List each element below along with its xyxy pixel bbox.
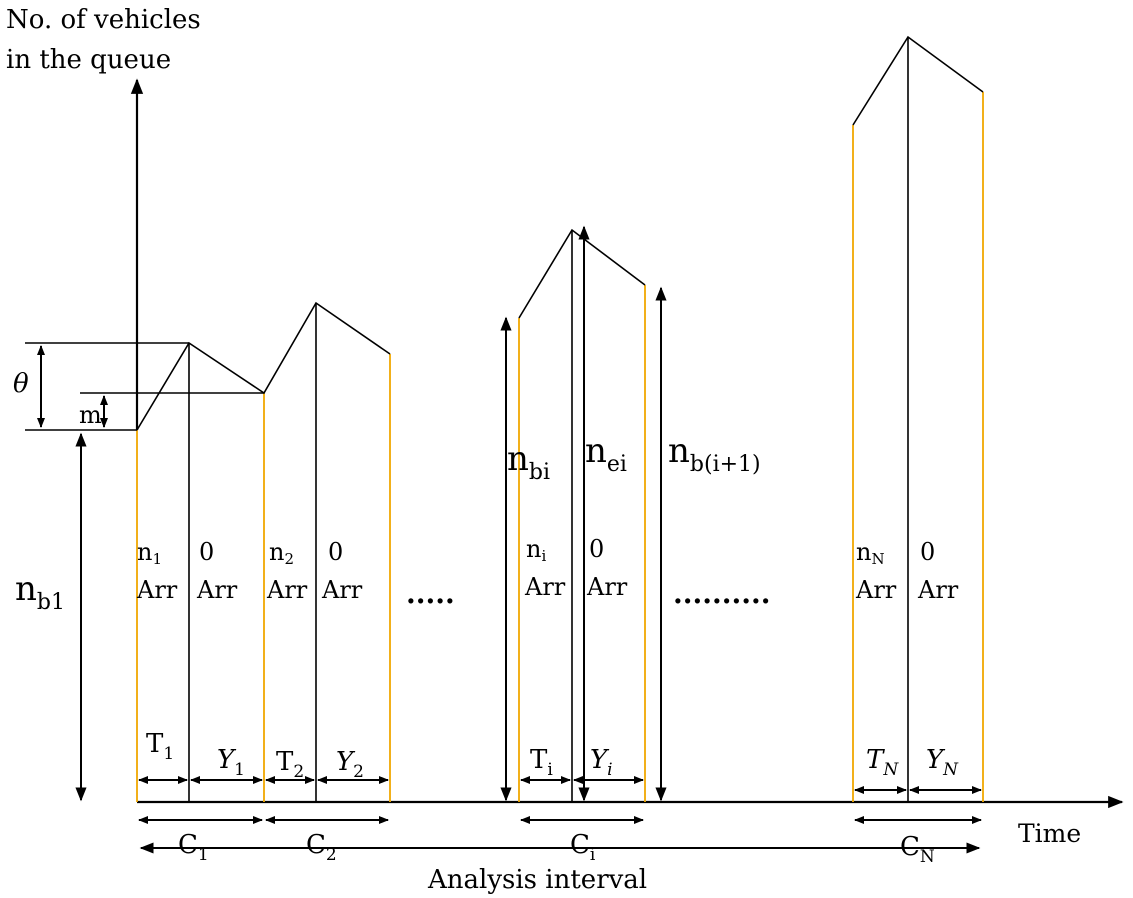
CN-label: CN bbox=[900, 832, 935, 867]
cycle-i-n-label: ni bbox=[526, 535, 546, 565]
T2-label: T2 bbox=[276, 747, 304, 782]
cycle-1-n-label: n1 bbox=[137, 538, 162, 568]
y-axis-label-line1: No. of vehicles bbox=[6, 5, 201, 35]
Yi-label: Yi bbox=[590, 745, 613, 780]
phase-dividers bbox=[188, 37, 909, 802]
TN-label: TN bbox=[866, 745, 899, 780]
cycle-2-zero-arr-label: Arr bbox=[321, 576, 363, 604]
queue-profile bbox=[136, 35, 984, 431]
m-label: m bbox=[79, 401, 102, 429]
cycle-1-arr-label: Arr bbox=[136, 576, 178, 604]
y-axis-label-line2: in the queue bbox=[6, 45, 171, 75]
n-ei-label: nei bbox=[585, 431, 627, 477]
C2-label: C2 bbox=[306, 830, 337, 865]
cycle-i-zero-label: 0 bbox=[589, 535, 604, 563]
cycle-i-zero-arr-label: Arr bbox=[586, 573, 628, 601]
Y2-label: Y2 bbox=[336, 747, 364, 782]
cycle-2-n-label: n2 bbox=[269, 538, 294, 568]
Ci-label: Ci bbox=[570, 830, 596, 865]
C1-label: C1 bbox=[178, 830, 209, 865]
cycle-N-n-label: nN bbox=[856, 538, 885, 568]
analysis-interval-label: Analysis interval bbox=[427, 865, 647, 895]
cycle-N-labels: nN Arr 0 Arr TN YN CN bbox=[855, 538, 959, 867]
interval-arrows bbox=[138, 776, 982, 794]
cycle-1-zero-label: 0 bbox=[199, 538, 214, 566]
cycle-2-arr-label: Arr bbox=[266, 576, 308, 604]
ellipsis-short: ..... bbox=[406, 577, 455, 610]
cycle-arrows bbox=[138, 816, 982, 854]
n-b-i-plus-1-label: nb(i+1) bbox=[668, 431, 761, 477]
cycle-N-zero-arr-label: Arr bbox=[917, 576, 959, 604]
T1-label: T1 bbox=[146, 729, 174, 764]
YN-label: YN bbox=[926, 745, 959, 780]
cycle-1-zero-arr-label: Arr bbox=[196, 576, 238, 604]
n-b1-label: nb1 bbox=[15, 569, 65, 615]
cycle-N-zero-label: 0 bbox=[920, 538, 935, 566]
ellipsis-long: .......... bbox=[673, 577, 770, 610]
theta-label: θ bbox=[13, 369, 29, 399]
Y1-label: Y1 bbox=[217, 745, 245, 780]
cycle-N-arr-label: Arr bbox=[855, 576, 897, 604]
x-axis-label: Time bbox=[1018, 819, 1081, 848]
cycle-2-labels: n2 Arr 0 Arr T2 Y2 C2 bbox=[266, 538, 364, 865]
cycle-boundaries bbox=[136, 92, 984, 802]
cycle-2-zero-label: 0 bbox=[328, 538, 343, 566]
n-bi-label: nbi bbox=[507, 439, 550, 485]
Ti-label: Ti bbox=[530, 745, 553, 780]
cycle-i-arr-label: Arr bbox=[524, 573, 566, 601]
cycle-i-labels: ni Arr 0 Arr Ti Yi Ci bbox=[524, 535, 628, 865]
queue-profile-cycle-N bbox=[852, 35, 984, 126]
queue-profile-cycle-i bbox=[518, 228, 646, 319]
cycle-1-labels: n1 Arr 0 Arr T1 Y1 C1 bbox=[136, 538, 245, 865]
theta-m-construction bbox=[25, 342, 264, 431]
